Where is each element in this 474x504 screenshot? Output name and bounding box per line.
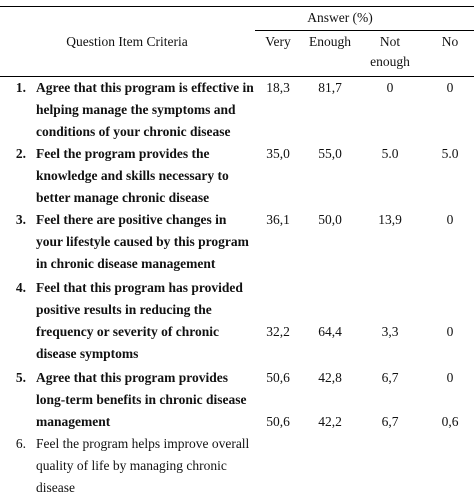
answer-value: 5.0: [441, 146, 459, 161]
column-header: No: [441, 34, 459, 49]
item-text: helping manage the symptoms and: [36, 102, 236, 117]
answer-value: 42,2: [318, 414, 342, 429]
answer-value: 0: [446, 324, 454, 339]
item-text: Agree that this program provides: [36, 370, 228, 385]
item-text: frequency or severity of chronic: [36, 324, 219, 339]
header-rule: [0, 76, 474, 77]
answer-value: 13,9: [378, 212, 402, 227]
answer-value: 18,3: [266, 80, 290, 95]
column-header: Not: [379, 34, 401, 49]
answer-value: 6,7: [381, 414, 399, 429]
answer-rule: [255, 30, 474, 31]
answer-value: 50,6: [266, 370, 290, 385]
column-header: Enough: [309, 34, 351, 49]
item-text: long-term benefits in chronic disease: [36, 392, 247, 407]
item-text: quality of life by managing chronic: [36, 458, 227, 473]
item-text: management: [36, 414, 111, 429]
answer-value: 50,0: [318, 212, 342, 227]
answer-value: 3,3: [381, 324, 399, 339]
item-text: knowledge and skills necessary to: [36, 168, 229, 183]
item-text: Feel the program provides the: [36, 146, 210, 161]
item-number: 6.: [15, 436, 26, 451]
item-number: 3.: [15, 212, 26, 227]
answer-value: 0: [446, 370, 454, 385]
criteria-header: Question Item Criteria: [66, 34, 188, 49]
answer-value: 36,1: [266, 212, 290, 227]
item-number: 1.: [15, 80, 26, 95]
item-text: better manage chronic disease: [36, 190, 210, 205]
column-header: Very: [265, 34, 291, 49]
group-header: Answer (%): [307, 10, 373, 25]
item-number: 4.: [15, 280, 26, 295]
answer-value: 64,4: [318, 324, 342, 339]
column-header: enough: [370, 54, 410, 69]
answer-value: 81,7: [318, 80, 342, 95]
answer-value: 50,6: [266, 414, 290, 429]
answer-value: 35,0: [266, 146, 290, 161]
answer-value: 0: [446, 80, 454, 95]
item-text: positive results in reducing the: [36, 302, 212, 317]
item-number: 2.: [15, 146, 26, 161]
item-text: Agree that this program is effective in: [36, 80, 254, 95]
item-text: your lifestyle caused by this program: [36, 234, 249, 249]
item-text: in chronic disease management: [36, 256, 216, 271]
answer-value: 0,6: [441, 414, 459, 429]
item-text: disease: [36, 480, 75, 495]
answer-value: 32,2: [266, 324, 290, 339]
answer-value: 6,7: [381, 370, 399, 385]
answer-value: 42,8: [318, 370, 342, 385]
item-text: conditions of your chronic disease: [36, 124, 231, 139]
item-text: Feel the program helps improve overall: [36, 436, 250, 451]
answer-value: 0: [446, 212, 454, 227]
top-rule: [0, 6, 474, 7]
item-text: Feel there are positive changes in: [36, 212, 227, 227]
answer-value: 0: [386, 80, 394, 95]
item-number: 5.: [15, 370, 26, 385]
item-text: Feel that this program has provided: [36, 280, 243, 295]
item-text: disease symptoms: [36, 346, 139, 361]
answer-value: 55,0: [318, 146, 342, 161]
answer-value: 5.0: [381, 146, 399, 161]
